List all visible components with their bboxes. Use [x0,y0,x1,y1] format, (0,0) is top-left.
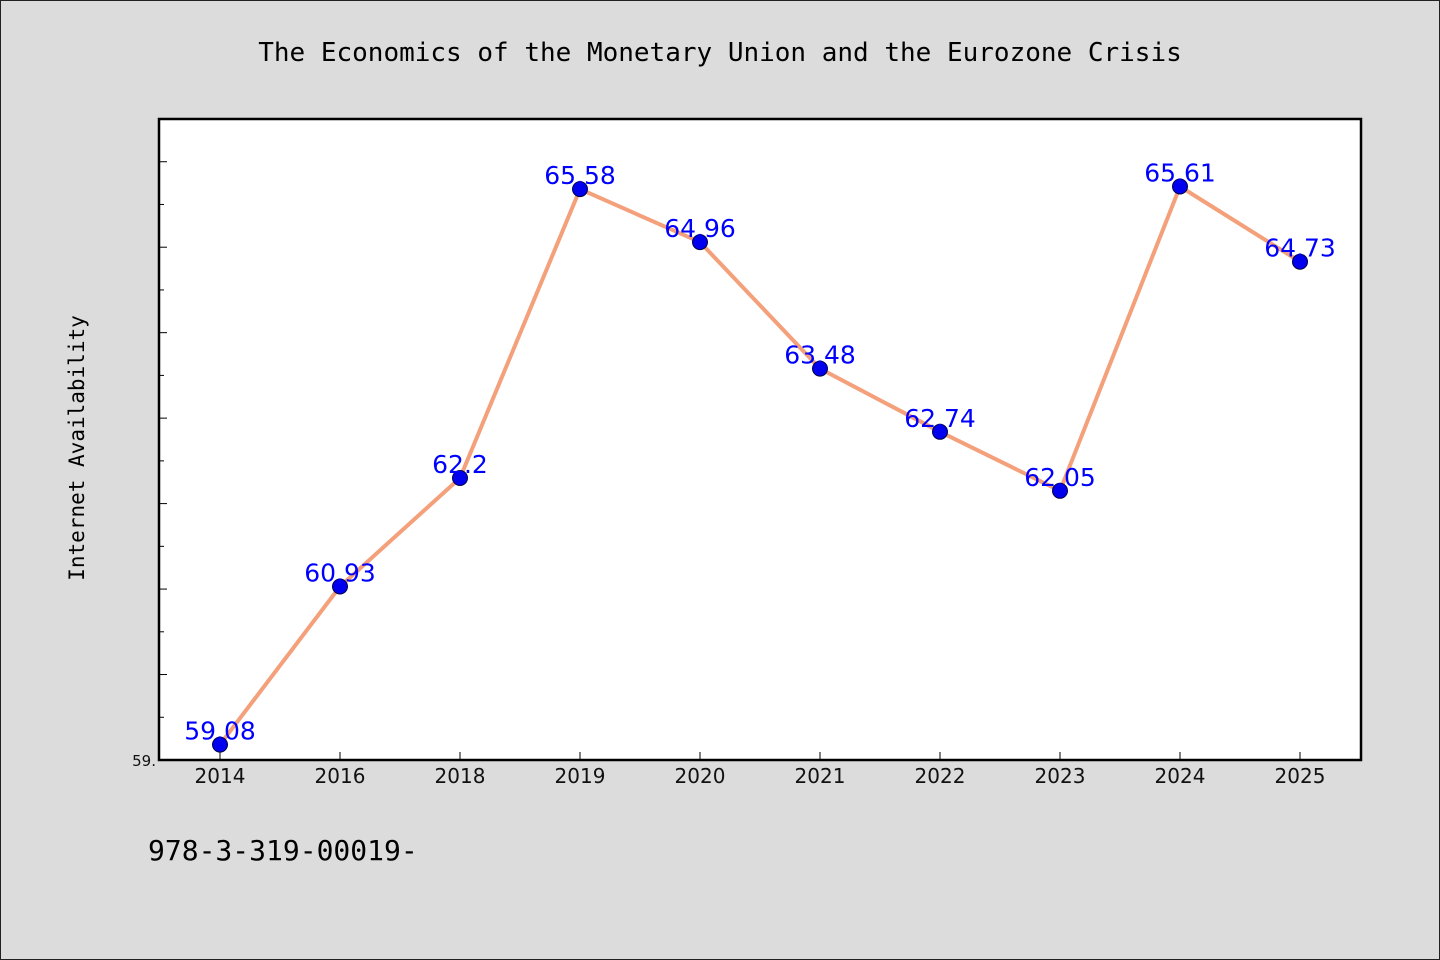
data-label: 64.73 [1264,234,1336,263]
x-tick-label: 2019 [555,764,606,788]
data-label: 60.93 [304,559,376,588]
data-point [332,578,348,595]
data-point [1052,482,1068,499]
data-point [1172,178,1188,195]
data-point [1292,253,1308,270]
x-tick-label: 2018 [435,764,486,788]
data-labels: 59.08 60.93 62.2 65.58 64.96 63.48 62.74 62.05 6… [184,159,1336,746]
data-label: 62.2 [432,450,488,479]
x-tick-label: 2014 [195,764,246,788]
footer-isbn: 978-3-319-00019- [148,834,418,867]
series-markers [212,178,1308,753]
y-tick-label: 59. [132,752,156,770]
data-label: 65.61 [1144,159,1216,188]
data-point [812,360,828,377]
x-tick-label: 2024 [1155,764,1206,788]
data-point [932,423,948,440]
data-label: 65.58 [544,161,616,190]
data-label: 62.74 [904,404,976,433]
x-tick-label: 2022 [915,764,966,788]
chart-title: The Economics of the Monetary Union and … [258,38,1182,68]
plot-area [157,117,1363,762]
data-label: 63.48 [784,341,856,370]
data-label: 62.05 [1024,463,1096,492]
data-point [212,736,228,753]
series-line [218,184,1302,746]
data-point [572,181,588,198]
y-axis-ticks [159,118,167,761]
data-point [452,470,468,486]
data-point [692,234,708,251]
x-tick-label: 2020 [675,764,726,788]
data-label: 59.08 [184,717,256,746]
x-tick-label: 2021 [795,764,846,788]
x-axis-ticks: 2014 2016 2018 2019 2020 2021 2022 2023 2024 2025 [195,752,1326,788]
y-axis-label: Internet Availability [65,315,89,581]
x-tick-label: 2025 [1275,764,1326,788]
x-tick-label: 2016 [315,764,366,788]
data-label: 64.96 [664,214,736,243]
x-tick-label: 2023 [1035,764,1086,788]
